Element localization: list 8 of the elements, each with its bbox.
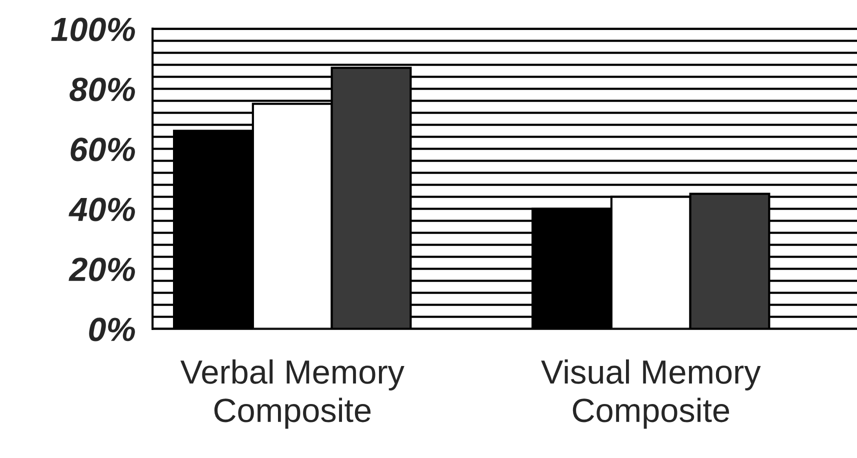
y-tick-label: 100% xyxy=(51,18,135,42)
x-tick-label: Verbal Memory Composite xyxy=(180,359,404,429)
y-tick-label: 40% xyxy=(68,198,135,222)
y-tick-label: 0% xyxy=(89,318,135,342)
y-tick-label: 20% xyxy=(68,258,135,282)
x-tick-label: Visual Memory Composite xyxy=(541,359,761,429)
y-tick-label: 80% xyxy=(70,78,135,102)
y-tick-label: 60% xyxy=(70,138,135,162)
